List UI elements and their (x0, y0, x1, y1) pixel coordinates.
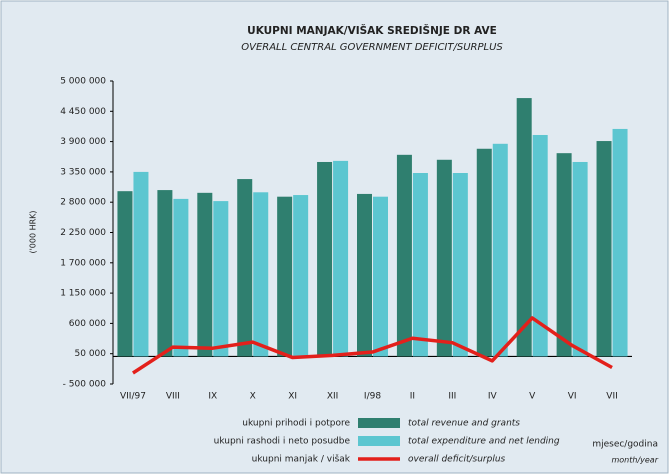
bar (253, 192, 269, 357)
x-tick-label: XI (288, 392, 297, 402)
bar (357, 193, 372, 357)
legend-swatch (358, 436, 400, 446)
bar (333, 160, 349, 357)
legend-label-en: overall deficit/surplus (408, 455, 506, 465)
bar (173, 198, 189, 357)
bar (373, 196, 388, 357)
x-tick-label: I/98 (364, 392, 381, 402)
bar (436, 159, 452, 357)
legend-label: ukupni rashodi i neto posudbe (214, 437, 351, 447)
x-axis-label-en: month/year (611, 456, 658, 465)
bar (452, 173, 468, 357)
bar (476, 148, 492, 357)
bar (213, 201, 229, 357)
x-tick-label: III (448, 392, 456, 402)
x-axis-label: mjesec/godina (592, 440, 658, 450)
y-tick-label: 1 150 000 (60, 289, 106, 299)
y-tick-label: 5 000 000 (60, 77, 106, 87)
bar (197, 192, 213, 357)
legend-label-en: total expenditure and net lending (408, 437, 560, 447)
bar (133, 171, 149, 357)
bar (556, 153, 572, 357)
legend-label: ukupni prihodi i potpore (242, 419, 350, 429)
bar (293, 195, 309, 357)
x-tick-label: VII/97 (120, 392, 146, 402)
y-tick-label: 3 350 000 (60, 167, 106, 177)
bar (317, 161, 333, 357)
x-tick-label: VIII (166, 392, 180, 402)
bar (396, 154, 412, 357)
x-tick-label: V (529, 392, 536, 402)
x-tick-label: IX (208, 392, 217, 402)
bar (237, 179, 253, 357)
y-tick-label: 3 900 000 (60, 137, 106, 147)
line (132, 316, 613, 375)
bar (492, 143, 508, 357)
bar (516, 98, 532, 357)
y-tick-label: 50 000 (75, 349, 107, 359)
x-tick-label: IV (488, 392, 498, 402)
x-tick-label: II (410, 392, 415, 402)
x-tick-label: VI (568, 392, 577, 402)
bar (572, 161, 588, 357)
y-tick-label: 4 450 000 (60, 107, 106, 117)
y-tick-label: 2 800 000 (60, 198, 106, 208)
legend-label-en: total revenue and grants (408, 419, 520, 429)
y-axis-label: ('000 HRK) (29, 210, 38, 253)
x-tick-label: VII (606, 392, 617, 402)
chart-subtitle: OVERALL CENTRAL GOVERNMENT DEFICIT/SURPL… (241, 42, 503, 53)
legend-label: ukupni manjak / višak (252, 454, 351, 465)
legend-swatch (358, 418, 400, 428)
bar (157, 190, 173, 357)
bar (412, 173, 428, 357)
bar (596, 141, 612, 357)
y-tick-label: - 500 000 (63, 380, 107, 390)
x-tick-label: X (250, 392, 256, 402)
bar (612, 128, 628, 357)
x-tick-label: XII (327, 392, 338, 402)
y-tick-label: 600 000 (69, 319, 106, 329)
bar (532, 134, 548, 357)
bar (117, 191, 133, 357)
bar (277, 196, 293, 357)
y-tick-label: 2 250 000 (60, 228, 106, 238)
chart-title: UKUPNI MANJAK/VIŠAK SREDIŠNJE DR AVE (247, 24, 497, 37)
y-tick-label: 1 700 000 (60, 258, 106, 268)
